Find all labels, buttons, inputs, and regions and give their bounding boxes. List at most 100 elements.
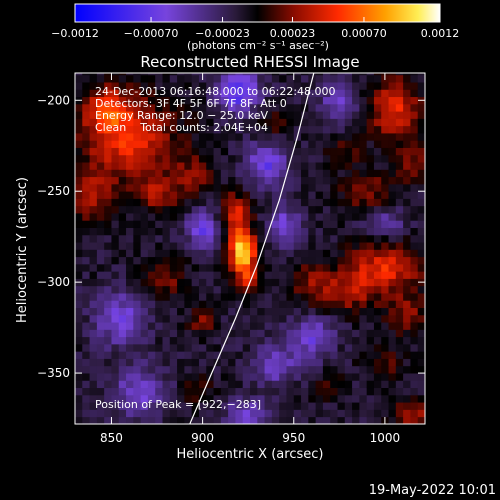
heatmap-cell [133,183,142,192]
heatmap-cell [250,358,258,367]
x-axis-label: Heliocentric X (arcsec) [177,447,324,462]
heatmap-cell [388,73,397,76]
heatmap-cell [373,205,382,214]
heatmap-cell [82,343,90,352]
heatmap-cell [96,133,105,141]
heatmap-cell [381,125,389,134]
heatmap-cell [118,307,127,316]
heatmap-cell [82,322,90,330]
heatmap-cell [89,402,98,410]
heatmap-cell [352,205,360,214]
heatmap-cell [235,336,244,345]
heatmap-cell [220,242,229,250]
heatmap-cell [330,293,338,301]
heatmap-cell [162,147,171,156]
heatmap-cell [381,387,389,396]
heatmap-cell [271,402,280,410]
heatmap-cell [373,365,382,374]
heatmap-cell [198,227,207,236]
heatmap-cell [315,343,324,352]
heatmap-cell [133,154,142,163]
heatmap-cell [271,82,280,90]
heatmap-cell [388,162,397,170]
heatmap-cell [140,205,149,214]
heatmap-cell [388,271,397,279]
heatmap-cell [191,140,200,148]
heatmap-cell [75,329,83,338]
heatmap-cell [381,205,389,214]
heatmap-cell [352,74,360,83]
heatmap-cell [155,271,163,279]
heatmap-cell [257,73,265,76]
heatmap-cell [228,176,236,185]
heatmap-cell [403,314,411,323]
heatmap-cell [184,227,193,236]
heatmap-cell [337,162,346,170]
heatmap-cell [366,285,375,294]
heatmap-cell [104,387,112,396]
heatmap-cell [264,118,273,127]
heatmap-cell [410,234,419,243]
heatmap-cell [417,394,425,403]
heatmap-cell [403,256,411,265]
heatmap-cell [242,198,251,207]
heatmap-cell [111,300,120,308]
heatmap-cell [395,409,404,418]
heatmap-cell [169,380,178,389]
heatmap-cell [242,387,251,396]
heatmap-cell [337,220,346,228]
heatmap-cell [235,387,244,396]
heatmap-cell [162,249,171,258]
heatmap-cell [271,394,280,403]
heatmap-cell [271,103,280,112]
heatmap-cell [111,336,120,345]
heatmap-cell [301,285,309,294]
heatmap-cell [169,169,178,178]
heatmap-cell [359,111,368,119]
heatmap-cell [169,183,178,192]
heatmap-cell [330,314,338,323]
heatmap-cell [213,162,222,170]
heatmap-cell [235,307,244,316]
heatmap-cell [301,89,309,98]
heatmap-cell [75,213,83,221]
heatmap-cell [271,162,280,170]
heatmap-cell [293,198,302,207]
heatmap-cell [75,322,83,330]
heatmap-cell [126,205,134,214]
heatmap-cell [118,205,127,214]
heatmap-cell [213,154,222,163]
heatmap-cell [206,343,214,352]
heatmap-cell [337,125,346,134]
heatmap-cell [75,162,83,170]
heatmap-cell [89,96,98,105]
heatmap-cell [177,220,185,228]
heatmap-cell [111,220,120,228]
heatmap-cell [155,263,163,272]
heatmap-cell [184,73,193,76]
heatmap-cell [191,242,200,250]
heatmap-cell [198,373,207,381]
heatmap-cell [162,285,171,294]
heatmap-cell [89,416,98,424]
heatmap-cell [140,249,149,258]
heatmap-cell [250,409,258,418]
heatmap-cell [213,176,222,185]
heatmap-cell [242,111,251,119]
heatmap-cell [177,409,185,418]
heatmap-cell [111,322,120,330]
heatmap-cell [198,89,207,98]
heatmap-cell [417,402,425,410]
heatmap-cell [177,416,185,424]
heatmap-cell [279,336,287,345]
heatmap-cell [133,162,142,170]
heatmap-cell [359,89,368,98]
heatmap-cell [366,409,375,418]
heatmap-cell [235,256,244,265]
heatmap-cell [315,285,324,294]
heatmap-cell [264,387,273,396]
heatmap-cell [82,271,90,279]
heatmap-cell [271,336,280,345]
heatmap-cell [206,336,214,345]
heatmap-cell [228,111,236,119]
